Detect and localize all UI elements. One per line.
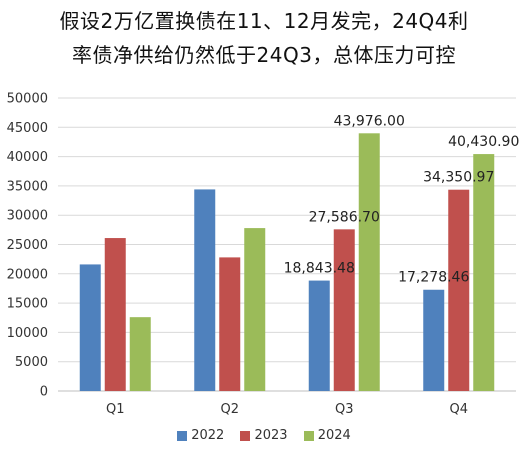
y-tick-label-35000: 35000 [7,179,48,194]
y-tick-label-20000: 20000 [7,267,48,282]
bar-2024-Q1 [129,317,151,391]
y-tick-label-5000: 5000 [15,355,48,370]
x-tick-label-Q4: Q4 [449,402,468,417]
x-tick-label-Q3: Q3 [335,402,354,417]
bar-2023-Q1 [104,238,126,391]
legend-item-2023: 2023 [240,428,288,443]
legend-label-2022: 2022 [191,428,225,443]
bar-2023-Q4 [448,189,470,391]
bar-2023-Q3 [333,229,355,391]
legend-swatch-2022 [177,430,188,441]
y-tick-label-25000: 25000 [7,238,48,253]
bar-2024-Q2 [244,228,266,391]
data-label-2023-Q4: 34,350.97 [423,170,494,186]
bar-2022-Q2 [194,189,216,391]
data-label-2024-Q4: 40,430.90 [448,134,519,150]
bar-2023-Q2 [219,257,241,391]
y-tick-label-15000: 15000 [7,297,48,312]
y-tick-label-0: 0 [40,385,48,400]
bar-2022-Q1 [79,264,101,391]
y-tick-label-30000: 30000 [7,209,48,224]
x-tick-label-Q2: Q2 [220,402,239,417]
chart-legend: 2022 2023 2024 [0,428,528,445]
bar-2024-Q4 [473,154,495,391]
legend-swatch-2023 [240,430,251,441]
bar-2024-Q3 [358,133,380,391]
chart-title-line-1: 假设2万亿置换债在11、12月发完，24Q4利 [59,9,469,33]
data-label-2022-Q4: 17,278.46 [398,270,469,286]
chart-title-line-2: 率债净供给仍然低于24Q3，总体压力可控 [72,43,456,67]
legend-label-2023: 2023 [254,428,288,443]
y-tick-label-45000: 45000 [7,121,48,136]
chart-title: 假设2万亿置换债在11、12月发完，24Q4利 率债净供给仍然低于24Q3，总体… [0,4,528,72]
data-label-2022-Q3: 18,843.48 [284,261,355,277]
data-label-2024-Q3: 43,976.00 [334,113,405,129]
y-tick-label-40000: 40000 [7,150,48,165]
data-label-2023-Q3: 27,586.70 [309,209,380,225]
bar-2022-Q4 [423,289,445,391]
legend-label-2024: 2024 [317,428,351,443]
y-tick-label-50000: 50000 [7,92,48,107]
legend-item-2024: 2024 [303,428,351,443]
x-tick-label-Q1: Q1 [106,402,125,417]
legend-item-2022: 2022 [177,428,224,443]
bar-2022-Q3 [308,280,330,391]
legend-swatch-2024 [303,430,314,441]
y-tick-label-10000: 10000 [7,326,48,341]
